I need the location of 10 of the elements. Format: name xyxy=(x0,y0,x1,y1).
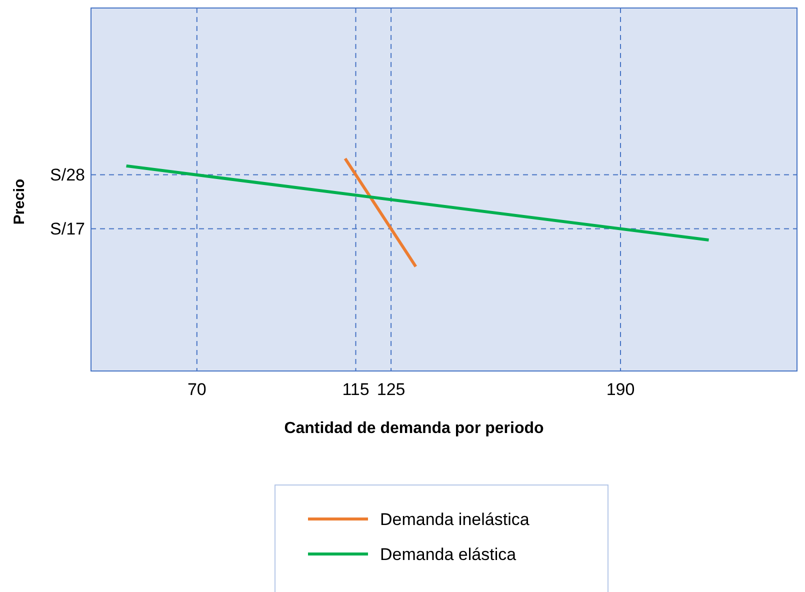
y-tick-label: S/28 xyxy=(50,166,85,185)
x-tick-label: 125 xyxy=(376,380,406,399)
legend-label: Demanda elástica xyxy=(380,544,517,564)
legend-label: Demanda inelástica xyxy=(380,510,530,529)
y-axis-title: Precio xyxy=(11,178,28,225)
x-tick-label: 190 xyxy=(606,380,635,399)
x-tick-label: 70 xyxy=(187,380,206,399)
y-tick-label: S/17 xyxy=(50,220,85,239)
x-axis-title: Cantidad de demanda por periodo xyxy=(284,420,544,437)
x-tick-label: 115 xyxy=(342,380,370,399)
